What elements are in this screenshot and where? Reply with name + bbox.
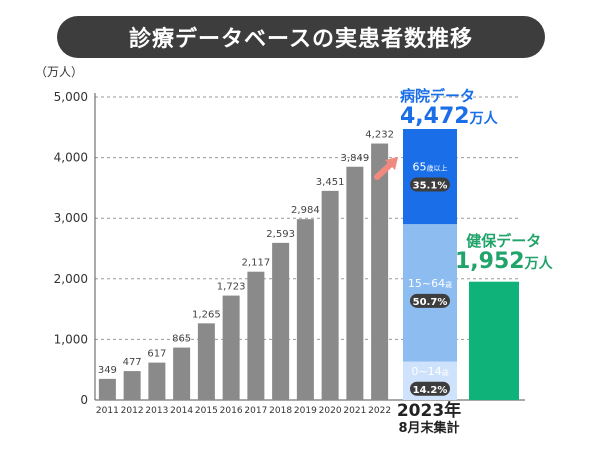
- x-tick-label: 2020: [319, 406, 342, 416]
- bar-value-label: 617: [147, 349, 166, 360]
- kenpo-bar: [469, 281, 519, 400]
- kenpo-total: 1,952: [455, 249, 525, 274]
- bar-value-label: 4,232: [365, 130, 394, 141]
- y-axis-unit: （万人）: [35, 65, 83, 79]
- bar-value-label: 3,451: [316, 177, 345, 188]
- bar: [346, 166, 364, 400]
- group-year: 2023年: [396, 401, 462, 421]
- x-tick-label: 2011: [96, 406, 119, 416]
- y-tick-label: 1,000: [54, 332, 88, 346]
- hospital-pct-label-2: 35.1%: [413, 181, 448, 192]
- group-note: 8月末集計: [398, 421, 460, 436]
- x-tick-label: 2013: [145, 406, 168, 416]
- bar: [272, 242, 290, 400]
- bar: [173, 347, 191, 400]
- bar-value-label: 477: [123, 357, 142, 368]
- bar-value-label: 2,593: [266, 229, 295, 240]
- x-tick-label: 2018: [269, 406, 292, 416]
- hospital-pct-label-0: 14.2%: [413, 385, 448, 396]
- hospital-pct-label-1: 50.7%: [413, 297, 448, 308]
- bar: [247, 271, 265, 400]
- chart-title: 診療データベースの実患者数推移: [57, 16, 545, 58]
- hospital-label: 病院データ 4,472万人: [400, 88, 498, 129]
- hospital-age-label-1: 15~64歳: [408, 277, 452, 290]
- y-tick-label: 5,000: [54, 90, 88, 104]
- bar-value-label: 2,984: [291, 205, 320, 216]
- y-tick-label: 2,000: [54, 272, 88, 286]
- y-tick-label: 4,000: [54, 151, 88, 165]
- x-tick-label: 2014: [170, 406, 193, 416]
- bar-value-label: 349: [98, 365, 117, 376]
- bar-value-label: 865: [172, 334, 191, 345]
- hospital-segment-65-plus: [403, 128, 457, 225]
- bar-value-label: 1,265: [192, 309, 221, 320]
- bar: [123, 371, 141, 400]
- hospital-pct-pill-1: [410, 293, 450, 308]
- bar: [321, 190, 339, 400]
- bar: [371, 143, 389, 400]
- kenpo-label: 健保データ 1,952万人: [455, 232, 553, 274]
- hospital-total: 4,472: [400, 104, 470, 129]
- x-tick-label: 2012: [121, 406, 144, 416]
- bar: [197, 323, 215, 400]
- hospital-age-label-0: 0~14歳: [411, 365, 448, 378]
- x-tick-label: 2019: [294, 406, 317, 416]
- kenpo-unit: 万人: [524, 256, 553, 272]
- hospital-pct-pill-0: [410, 381, 450, 396]
- x-tick-label: 2017: [244, 406, 267, 416]
- x-tick-label: 2015: [195, 406, 218, 416]
- hospital-age-label-2: 65歳以上: [413, 161, 448, 174]
- growth-arrow-head: [385, 157, 398, 170]
- hospital-name: 病院データ: [400, 87, 476, 105]
- hospital-pct-pill-2: [410, 177, 450, 192]
- kenpo-name: 健保データ: [466, 232, 542, 250]
- group-label-2023: 2023年 8月末集計: [389, 402, 469, 437]
- bar-value-label: 1,723: [217, 282, 246, 293]
- bar-value-label: 2,117: [242, 258, 271, 269]
- bar-value-label: 3,849: [341, 153, 370, 164]
- y-tick-label: 3,000: [54, 211, 88, 225]
- bar: [222, 295, 240, 400]
- x-tick-label: 2021: [343, 406, 366, 416]
- y-tick-label: 0: [80, 393, 88, 407]
- hospital-segment-15-64: [403, 224, 457, 362]
- hospital-unit: 万人: [469, 111, 498, 127]
- x-tick-label: 2022: [368, 406, 391, 416]
- growth-arrow-shaft: [374, 160, 395, 180]
- x-tick-label: 2016: [220, 406, 243, 416]
- bar: [98, 378, 116, 400]
- bar: [296, 219, 314, 400]
- bar: [148, 362, 166, 400]
